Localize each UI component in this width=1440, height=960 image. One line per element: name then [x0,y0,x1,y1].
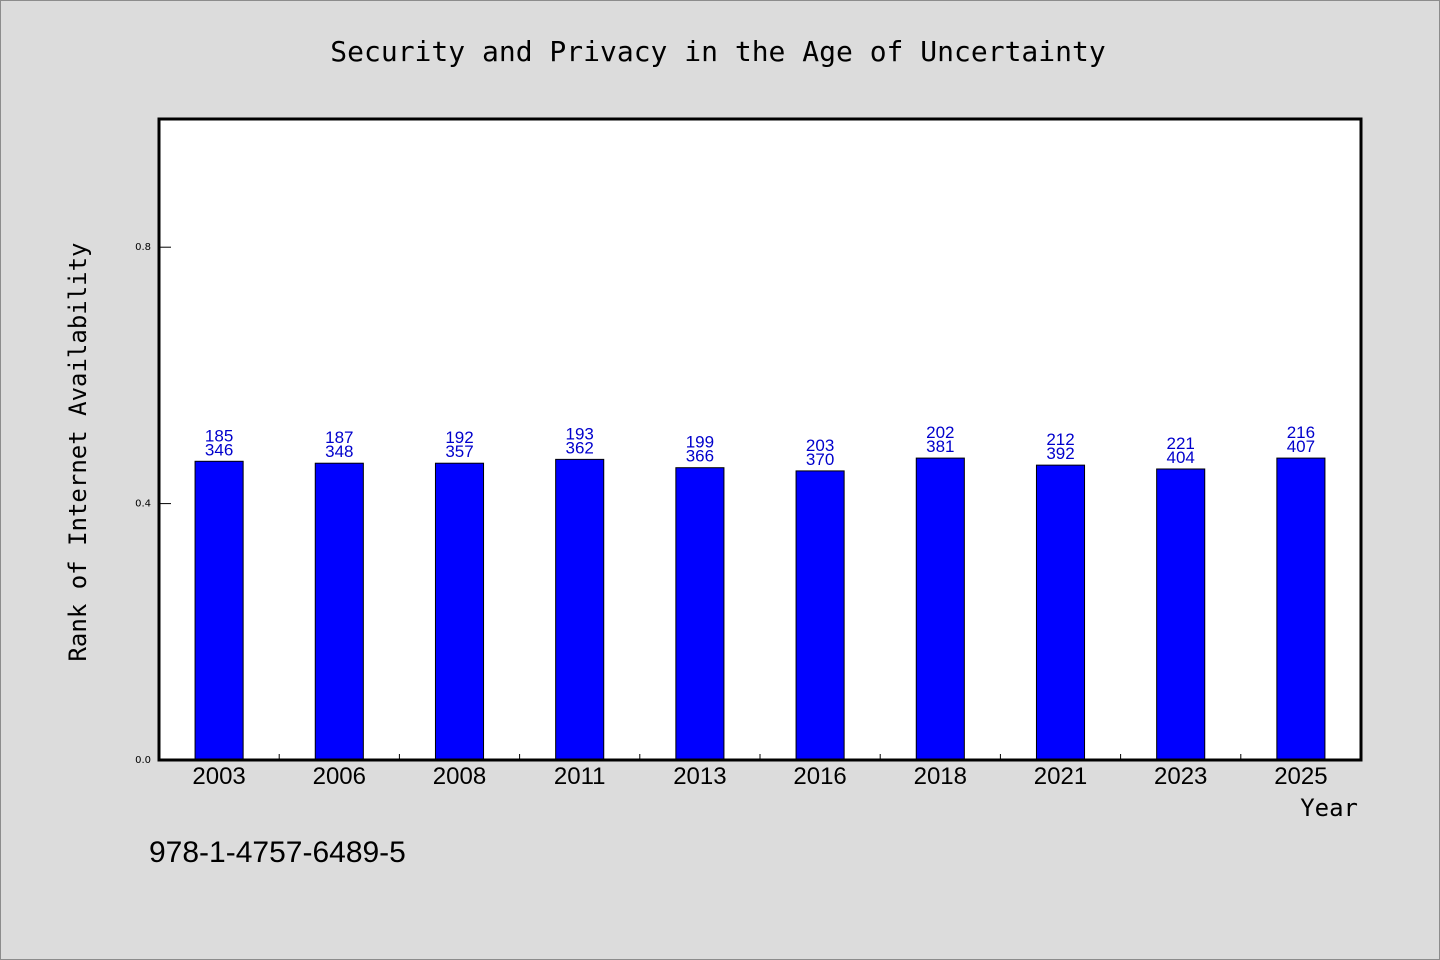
x-tick-label: 2003 [192,763,245,790]
bar-label-top: 193 [566,424,594,443]
isbn-label: 978-1-4757-6489-5 [149,836,406,869]
y-axis-title: Rank of Internet Availability [64,242,92,661]
bar [675,467,725,761]
x-tick-label: 2008 [433,763,486,790]
x-tick-label: 2023 [1154,763,1207,790]
x-tick-label: 2016 [793,763,846,790]
bar [915,457,965,761]
bar-label-top: 202 [926,423,954,442]
plot-border [157,117,1363,762]
bar-label-top: 192 [445,428,473,447]
bar-label-top: 212 [1046,430,1074,449]
y-tick-label: 0.8 [135,242,151,253]
chart-title: Security and Privacy in the Age of Uncer… [330,35,1105,68]
bar-label-bottom: 346 [205,440,233,459]
x-tick-label: 2018 [914,763,967,790]
bar-label-bottom: 366 [686,447,714,466]
bar [1276,457,1326,761]
bar-label-top: 187 [325,428,353,447]
bar-label-bottom: 357 [445,442,473,461]
x-tick-label: 2006 [313,763,366,790]
bar-label-top: 199 [686,433,714,452]
x-tick-label: 2013 [673,763,726,790]
bar-label-bottom: 370 [806,450,834,469]
x-axis: 2003 2006 2008 2011 2013 2016 2018 2021 2023 2025 [192,754,1328,790]
bar [314,462,364,761]
y-tick-label: 0.0 [135,755,151,766]
bar-label-top: 221 [1167,434,1195,453]
bar-label-bottom: 407 [1287,437,1315,456]
x-tick-label: 2011 [554,763,606,790]
y-tick-label: 0.4 [135,499,151,510]
bar [795,470,845,761]
x-tick-label: 2025 [1274,763,1327,790]
bar [194,460,244,761]
bar [555,458,605,761]
x-tick-label: 2021 [1034,763,1087,790]
bars-group [194,457,1326,761]
bar-label-top: 185 [205,426,233,445]
bar-label-bottom: 392 [1046,444,1074,463]
bar-label-bottom: 362 [566,438,594,457]
bar-label-top: 203 [806,436,834,455]
bar-label-bottom: 404 [1167,448,1195,467]
bar-label-bottom: 348 [325,442,353,461]
bar-label-bottom: 381 [926,437,954,456]
bar [1035,464,1086,761]
bar [1156,468,1206,761]
bar [434,462,485,761]
x-axis-title: Year [1300,794,1358,822]
bar-label-top: 216 [1287,423,1315,442]
